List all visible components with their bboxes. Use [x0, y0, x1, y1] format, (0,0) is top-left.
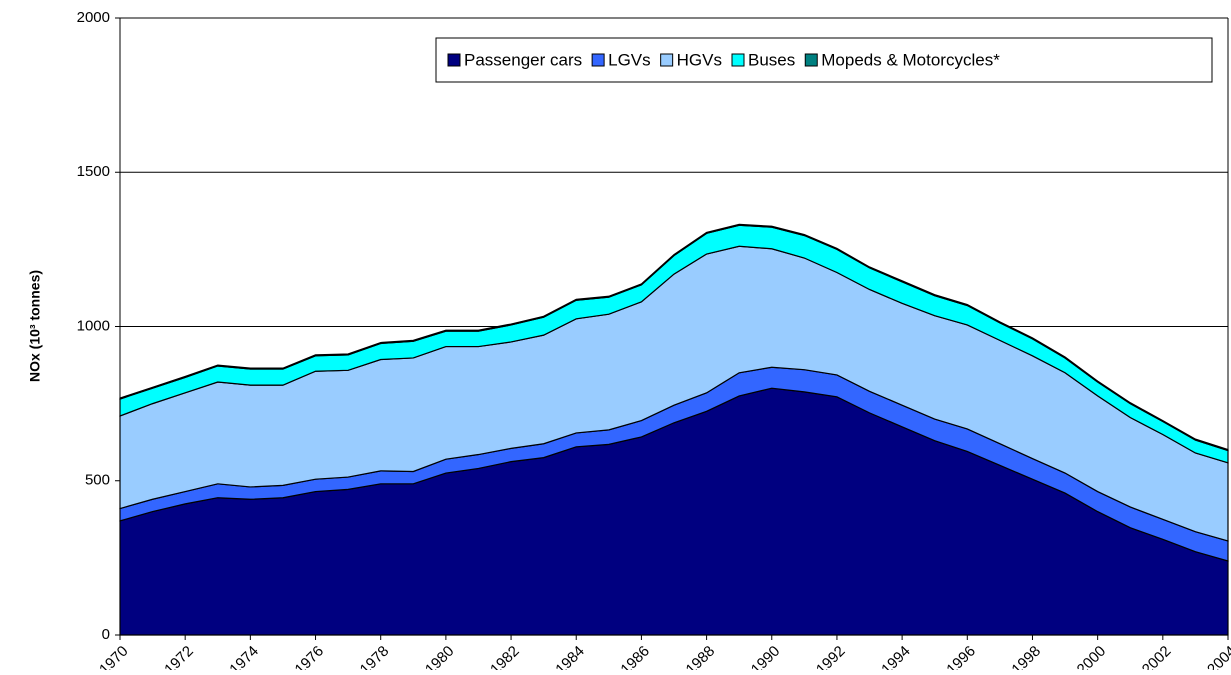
x-tick-label: 1972 — [161, 643, 197, 670]
y-tick-label: 500 — [85, 472, 110, 489]
legend-label: HGVs — [677, 50, 722, 69]
legend-swatch — [447, 53, 461, 67]
legend-label: LGVs — [608, 50, 651, 69]
y-axis-label: NOx (10³ tonnes) — [27, 270, 43, 382]
y-tick-label: 2000 — [77, 9, 110, 26]
x-tick-label: 1984 — [552, 643, 588, 670]
x-tick-label: 1998 — [1008, 643, 1044, 670]
legend-swatch — [591, 53, 605, 67]
legend-box — [435, 37, 1213, 83]
legend-label: Passenger cars — [464, 50, 582, 69]
legend-swatch — [731, 53, 745, 67]
x-tick-label: 1988 — [683, 643, 719, 670]
y-tick-label: 0 — [102, 626, 110, 643]
x-tick-label: 2002 — [1139, 643, 1175, 670]
x-tick-label: 1970 — [96, 643, 132, 670]
x-tick-label: 1978 — [357, 643, 393, 670]
x-tick-label: 1996 — [943, 643, 979, 670]
y-tick-label: 1000 — [77, 317, 110, 334]
x-tick-label: 1990 — [748, 643, 784, 670]
x-tick-label: 1986 — [617, 643, 653, 670]
legend-label: Mopeds & Motorcycles* — [821, 50, 1000, 69]
x-tick-label: 1992 — [813, 643, 849, 670]
x-tick-label: 2000 — [1074, 643, 1110, 670]
x-tick-label: 1982 — [487, 643, 523, 670]
legend-swatch — [660, 53, 674, 67]
x-tick-label: 1974 — [226, 643, 262, 670]
x-tick-label: 1980 — [422, 643, 458, 670]
x-tick-label: 2004 — [1204, 643, 1231, 670]
legend-swatch — [804, 53, 818, 67]
legend-label: Buses — [748, 50, 795, 69]
legend: Passenger cars LGVs HGVs Buses Mopeds & Moto… — [435, 37, 1213, 83]
x-tick-label: 1976 — [292, 643, 328, 670]
x-tick-label: 1994 — [878, 643, 914, 670]
y-tick-label: 1500 — [77, 163, 110, 180]
